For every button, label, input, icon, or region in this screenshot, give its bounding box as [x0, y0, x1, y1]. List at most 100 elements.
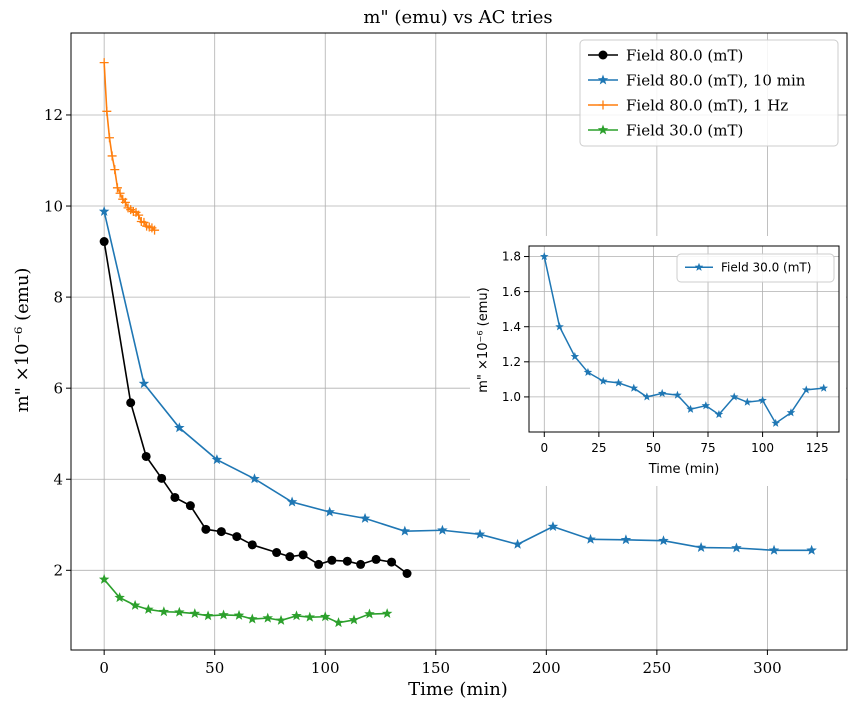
data-point-0 — [387, 557, 397, 567]
data-point-0 — [157, 473, 167, 483]
x-tick-label: 100 — [311, 659, 340, 677]
data-point-3 — [158, 606, 170, 617]
data-point-2 — [112, 183, 122, 193]
data-point-0 — [743, 397, 752, 406]
data-point-2 — [134, 210, 144, 220]
data-point-0 — [371, 554, 381, 564]
x-tick-label: 0 — [99, 659, 109, 677]
x-tick-label: 0 — [540, 441, 548, 455]
data-point-1 — [249, 473, 260, 484]
legend-marker — [597, 74, 609, 85]
x-tick-label: 75 — [700, 441, 715, 455]
data-point-3 — [143, 603, 154, 614]
data-point-0 — [729, 392, 739, 401]
data-point-3 — [233, 609, 245, 620]
legend-box — [676, 253, 835, 283]
legend-label: Field 30.0 (mT) — [626, 121, 743, 139]
data-point-0 — [701, 401, 711, 410]
legend-box — [579, 39, 839, 147]
data-point-3 — [202, 610, 214, 621]
data-point-1 — [731, 542, 742, 553]
inset-y-axis-label: m" ×10⁻⁶ (emu) — [476, 287, 491, 392]
data-point-3 — [304, 611, 315, 622]
x-tick-label: 100 — [751, 441, 774, 455]
data-point-0 — [185, 501, 195, 511]
data-point-3 — [291, 610, 302, 621]
y-tick-label: 2 — [53, 562, 63, 580]
data-point-0 — [686, 404, 695, 413]
main-legend: Field 80.0 (mT) Field 80.0 (mT), 10 min Fi… — [579, 39, 839, 147]
data-point-1 — [620, 534, 632, 545]
x-tick-label: 50 — [646, 441, 661, 455]
data-point-1 — [437, 524, 448, 535]
data-point-3 — [381, 608, 393, 619]
data-point-0 — [801, 385, 811, 394]
data-point-3 — [348, 614, 360, 625]
data-point-2 — [104, 133, 114, 143]
data-point-0 — [216, 527, 226, 537]
data-point-1 — [138, 378, 150, 389]
y-tick-label: 10 — [44, 197, 63, 215]
data-point-0 — [570, 352, 580, 361]
y-tick-label: 6 — [53, 379, 63, 397]
data-point-0 — [402, 569, 412, 579]
plot-frame — [528, 245, 840, 433]
x-tick-label: 150 — [421, 659, 450, 677]
legend-marker — [598, 100, 608, 110]
x-tick-label: 300 — [753, 659, 782, 677]
data-point-0 — [141, 451, 151, 461]
data-point-0 — [247, 540, 257, 550]
y-tick-label: 1.2 — [502, 355, 521, 369]
data-point-3 — [275, 614, 287, 625]
data-point-3 — [174, 606, 185, 617]
series-line-0 — [543, 256, 824, 425]
legend-marker — [598, 50, 608, 60]
data-point-2 — [150, 225, 160, 235]
data-point-0 — [714, 409, 724, 419]
y-tick-label: 4 — [53, 470, 63, 488]
data-point-3 — [364, 608, 375, 619]
y-tick-label: 12 — [44, 106, 63, 124]
data-point-0 — [99, 237, 109, 247]
y-tick-label: 1.8 — [502, 250, 521, 264]
x-tick-label: 200 — [532, 659, 561, 677]
data-point-1 — [547, 521, 559, 532]
inset-x-axis-label: Time (min) — [648, 462, 720, 477]
data-point-0 — [583, 367, 593, 376]
legend-marker — [694, 262, 704, 271]
y-tick-label: 1.4 — [502, 320, 521, 334]
data-point-1 — [399, 525, 411, 536]
data-point-1 — [324, 506, 335, 517]
data-point-3 — [333, 617, 344, 628]
data-point-0 — [314, 559, 324, 569]
data-point-3 — [320, 611, 331, 622]
data-point-3 — [247, 613, 258, 624]
data-point-2 — [99, 58, 109, 68]
y-tick-label: 1.6 — [502, 285, 521, 299]
inset-axes: 0 25 50 75 100 125 1.0 1.2 1.4 1.6 1.8 — [502, 245, 840, 455]
data-point-1 — [585, 533, 596, 544]
data-point-0 — [657, 388, 667, 398]
chart-title: m" (emu) vs AC tries — [363, 7, 552, 28]
data-point-0 — [673, 390, 682, 399]
legend-label: Field 80.0 (mT) — [626, 46, 743, 64]
data-point-2 — [102, 106, 112, 116]
data-point-3 — [218, 609, 229, 620]
data-point-1 — [174, 422, 185, 433]
data-point-0 — [614, 378, 623, 387]
data-point-3 — [129, 599, 141, 610]
x-axis-label: Time (min) — [408, 679, 508, 700]
data-point-1 — [512, 538, 523, 549]
data-point-1 — [211, 454, 223, 465]
data-point-1 — [768, 544, 780, 555]
legend-label: Field 80.0 (mT), 1 Hz — [626, 96, 788, 114]
data-point-0 — [540, 252, 549, 261]
data-point-0 — [170, 492, 180, 502]
data-point-0 — [298, 550, 308, 560]
data-point-0 — [786, 408, 796, 417]
data-point-2 — [110, 165, 120, 175]
inset-legend: Field 30.0 (mT) — [676, 253, 835, 283]
y-axis-label: m" ×10⁻⁶ (emu) — [12, 268, 33, 413]
